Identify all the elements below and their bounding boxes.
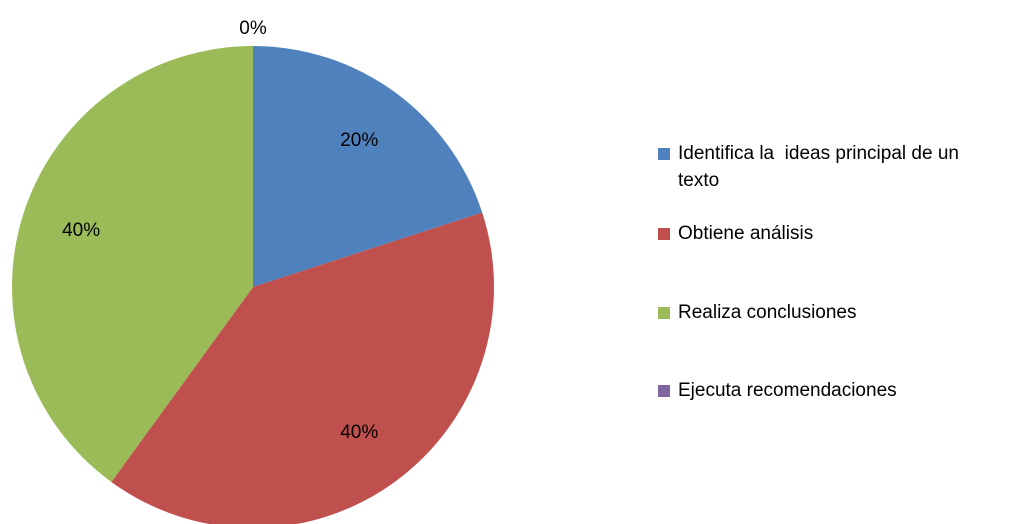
legend-item: Obtiene análisis (658, 220, 998, 247)
legend-item: Realiza conclusiones (658, 299, 998, 326)
legend-swatch (658, 385, 670, 397)
data-label: 0% (239, 18, 267, 39)
pie-slice (111, 212, 494, 524)
legend-label: Realiza conclusiones (678, 302, 857, 323)
legend-label: Identifica la ideas principal de un text… (678, 143, 965, 191)
data-label: 20% (340, 130, 378, 151)
legend-swatch (658, 148, 670, 160)
legend-swatch (658, 307, 670, 319)
legend-label: Obtiene análisis (678, 223, 814, 244)
legend-item: Identifica la ideas principal de un text… (658, 140, 998, 194)
data-label: 40% (62, 220, 100, 241)
data-label: 40% (340, 422, 378, 443)
pie-slice (12, 46, 254, 482)
legend-swatch (658, 228, 670, 240)
pie-slice (253, 46, 483, 287)
legend-label: Ejecuta recomendaciones (678, 380, 897, 401)
legend-item: Ejecuta recomendaciones (658, 377, 998, 404)
